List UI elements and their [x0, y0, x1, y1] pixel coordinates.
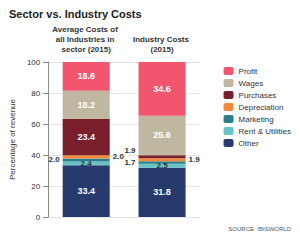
svg-text:2.0: 2.0 — [49, 155, 61, 164]
svg-text:Percentage of revenue: Percentage of revenue — [8, 98, 17, 179]
svg-text:(2015): (2015) — [150, 45, 173, 54]
svg-text:18.6: 18.6 — [77, 71, 95, 81]
svg-text:20: 20 — [31, 182, 40, 191]
svg-text:25.6: 25.6 — [153, 130, 171, 140]
svg-text:SOURCE: IBISWORLD: SOURCE: IBISWORLD — [228, 226, 291, 232]
svg-text:1.9: 1.9 — [189, 155, 201, 164]
svg-text:80: 80 — [31, 89, 40, 98]
svg-text:Rent & Utilities: Rent & Utilities — [239, 127, 291, 136]
svg-text:Wages: Wages — [239, 79, 264, 88]
svg-text:2.4: 2.4 — [81, 159, 93, 168]
svg-text:1.7: 1.7 — [124, 158, 136, 167]
svg-text:Industry Costs: Industry Costs — [133, 35, 191, 44]
svg-text:all Industries in: all Industries in — [56, 35, 117, 44]
svg-text:18.2: 18.2 — [77, 100, 95, 110]
svg-text:40: 40 — [31, 151, 40, 160]
svg-text:100: 100 — [27, 58, 41, 67]
svg-text:Sector vs. Industry Costs: Sector vs. Industry Costs — [9, 8, 142, 20]
svg-text:2.0: 2.0 — [113, 152, 125, 161]
svg-text:Purchases: Purchases — [239, 91, 277, 100]
svg-text:1.9: 1.9 — [124, 146, 136, 155]
svg-text:Marketing: Marketing — [239, 115, 274, 124]
svg-text:Other: Other — [239, 139, 259, 148]
svg-text:23.4: 23.4 — [77, 132, 95, 142]
svg-text:0: 0 — [36, 213, 41, 222]
svg-text:Depreciation: Depreciation — [239, 103, 284, 112]
svg-text:sector (2015): sector (2015) — [62, 45, 112, 54]
svg-text:31.8: 31.8 — [153, 187, 171, 197]
svg-text:60: 60 — [31, 120, 40, 129]
svg-text:Average Costs of: Average Costs of — [52, 25, 120, 34]
svg-text:2.5: 2.5 — [156, 161, 168, 170]
svg-text:34.6: 34.6 — [153, 84, 171, 94]
svg-text:Profit: Profit — [239, 67, 258, 76]
svg-text:33.4: 33.4 — [77, 186, 95, 196]
